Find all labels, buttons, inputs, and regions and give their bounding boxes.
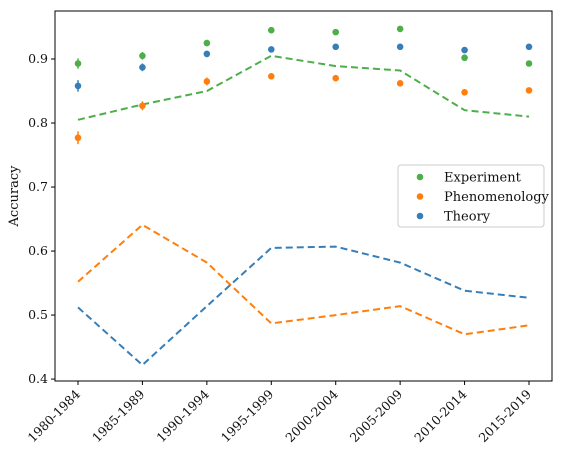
x-tick-label: 1985-1989 <box>89 386 148 445</box>
legend-marker-theory <box>416 212 424 220</box>
y-tick-label: 0.4 <box>28 371 48 386</box>
legend-marker-phenomenology <box>416 193 424 200</box>
legend-label-phenomenology: Phenomenology <box>444 190 550 205</box>
marker-theory <box>396 43 404 51</box>
y-axis: 0.4 0.5 0.6 0.7 0.8 0.9 <box>28 51 55 386</box>
trend-line-experiment <box>77 54 530 121</box>
marker-theory <box>203 50 211 58</box>
marker-phenomenology <box>203 78 211 85</box>
legend: Experiment Phenomenology Theory <box>397 164 550 228</box>
trend-line-theory <box>77 245 530 367</box>
marker-experiment <box>461 54 468 62</box>
marker-experiment <box>203 39 211 47</box>
x-tick-label: 1990-1994 <box>153 386 212 445</box>
marker-phenomenology <box>332 74 340 82</box>
marker-phenomenology <box>139 102 146 110</box>
marker-theory <box>74 82 82 90</box>
marker-theory <box>267 46 275 53</box>
y-tick-label: 0.9 <box>28 51 48 66</box>
marker-experiment <box>332 28 340 36</box>
x-tick-label: 1980-1984 <box>25 386 84 445</box>
x-axis: 1980-1984 1985-1989 1990-1994 1995-1999 2000… <box>25 381 535 445</box>
marker-experiment <box>396 25 404 33</box>
marker-theory <box>525 43 533 51</box>
marker-experiment <box>525 60 533 67</box>
y-tick-label: 0.7 <box>28 179 48 194</box>
marker-phenomenology <box>461 88 468 96</box>
legend-box <box>397 164 545 228</box>
legend-label-experiment: Experiment <box>444 171 522 186</box>
y-tick-label: 0.5 <box>28 307 48 322</box>
y-axis-label: Accuracy <box>7 165 22 228</box>
marker-experiment <box>139 52 146 60</box>
marker-phenomenology <box>396 80 404 87</box>
marker-experiment <box>267 26 275 34</box>
legend-label-theory: Theory <box>444 210 491 225</box>
marker-phenomenology <box>525 87 533 94</box>
marker-theory <box>332 43 340 51</box>
y-tick-label: 0.6 <box>28 243 48 258</box>
x-tick-label: 1995-1999 <box>218 386 277 445</box>
trend-line-phenomenology <box>77 223 530 336</box>
marker-phenomenology <box>74 134 82 142</box>
marker-phenomenology <box>267 72 275 80</box>
plot-frame <box>54 10 553 382</box>
marker-theory <box>461 46 468 54</box>
marker-experiment <box>74 60 82 67</box>
y-tick-label: 0.8 <box>28 115 48 130</box>
legend-marker-experiment <box>416 173 424 181</box>
data-markers <box>74 25 533 142</box>
x-tick-label: 2005-2009 <box>347 386 406 445</box>
trend-lines <box>77 54 530 367</box>
x-tick-label: 2010-2014 <box>411 386 470 445</box>
x-tick-label: 2000-2004 <box>282 386 341 445</box>
marker-theory <box>139 64 146 71</box>
x-tick-label: 2015-2019 <box>476 386 535 445</box>
